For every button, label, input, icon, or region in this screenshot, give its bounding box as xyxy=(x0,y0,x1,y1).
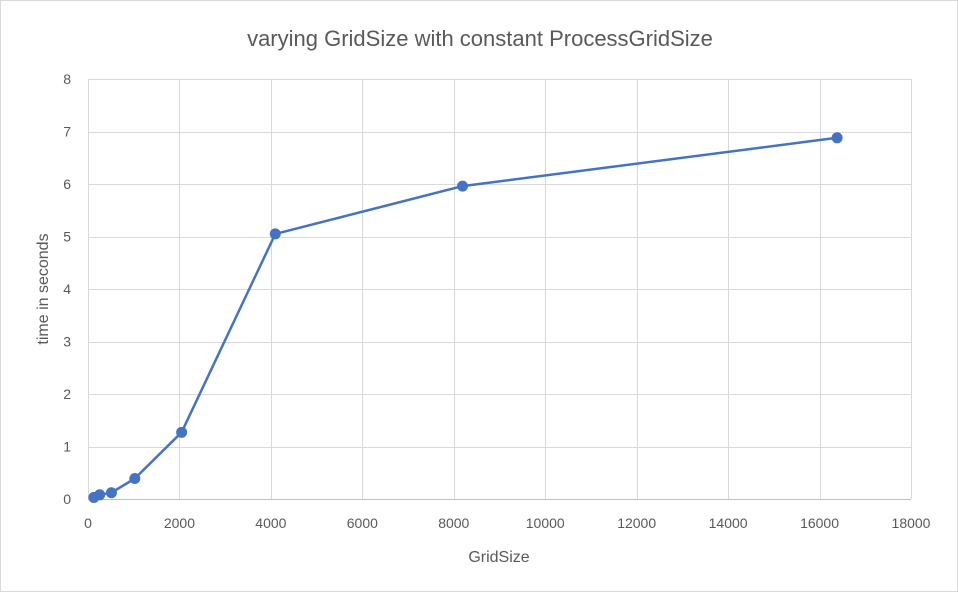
axis-layer xyxy=(88,79,911,500)
x-tick-label: 14000 xyxy=(709,515,748,531)
series-line xyxy=(92,136,839,499)
y-tick-label: 4 xyxy=(63,281,71,297)
x-tick-label: 18000 xyxy=(892,515,931,531)
y-tick-label: 5 xyxy=(63,229,71,245)
x-tick-label: 10000 xyxy=(526,515,565,531)
series-layer xyxy=(88,132,843,503)
y-tick-label: 0 xyxy=(63,491,71,507)
x-tick-label: 6000 xyxy=(347,515,378,531)
x-tick-label: 16000 xyxy=(800,515,839,531)
y-tick-label: 3 xyxy=(63,334,71,350)
data-point-marker xyxy=(831,132,843,144)
y-tick-label: 1 xyxy=(63,439,71,455)
x-tick-label: 4000 xyxy=(255,515,286,531)
y-tick-label: 6 xyxy=(63,176,71,192)
data-point-marker xyxy=(94,489,106,501)
x-tick-label: 8000 xyxy=(438,515,469,531)
y-tick-label: 2 xyxy=(63,386,71,402)
x-tick-label: 12000 xyxy=(617,515,656,531)
x-tick-label: 0 xyxy=(84,515,92,531)
x-tick-label: 2000 xyxy=(164,515,195,531)
data-point-marker xyxy=(129,473,141,485)
data-point-marker xyxy=(269,228,281,240)
data-point-marker xyxy=(457,180,469,192)
y-tick-label: 8 xyxy=(63,71,71,87)
grid-layer xyxy=(88,79,912,499)
data-point-marker xyxy=(105,487,117,499)
tick-labels: 0 2000 4000 6000 8000 10000 12000 14000 16000 180… xyxy=(63,71,930,531)
data-point-marker xyxy=(176,426,188,438)
y-tick-label: 7 xyxy=(63,124,71,140)
x-axis-title: GridSize xyxy=(468,549,529,566)
y-axis-title: time in seconds xyxy=(35,233,52,344)
chart-title: varying GridSize with constant ProcessGr… xyxy=(247,26,713,51)
